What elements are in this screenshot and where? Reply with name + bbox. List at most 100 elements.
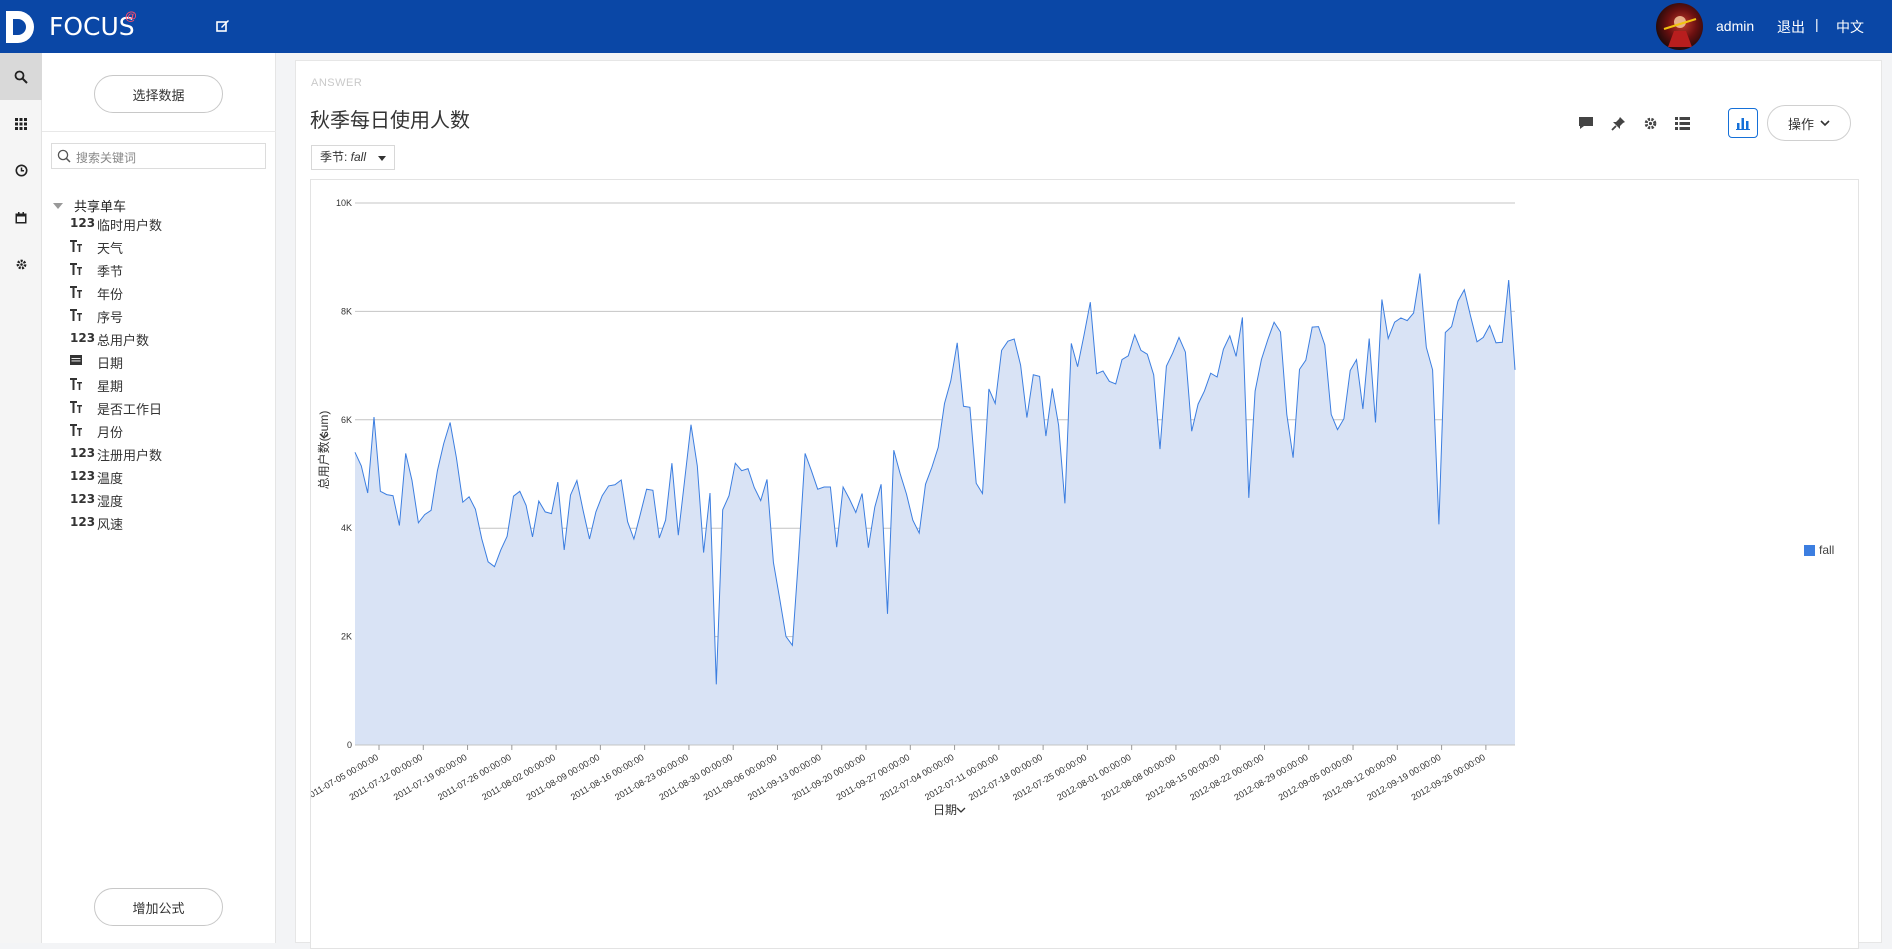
data-point [1190, 430, 1193, 433]
data-point [461, 501, 464, 504]
gear-icon [16, 259, 26, 270]
chart-view-button[interactable] [1728, 108, 1758, 138]
data-point [1336, 428, 1339, 431]
data-point [1051, 387, 1054, 390]
chart-settings-button[interactable] [1635, 108, 1665, 138]
pin-button[interactable] [1603, 108, 1633, 138]
x-tick-label: 2011-08-30 00:00:00 [657, 752, 734, 802]
data-point [544, 510, 547, 513]
data-point [1514, 368, 1517, 371]
field-label: 总用户数 [97, 333, 150, 348]
data-point [569, 494, 572, 497]
data-point [1038, 375, 1041, 378]
nav-search[interactable] [0, 53, 42, 100]
data-point [1165, 365, 1168, 368]
data-point [873, 506, 876, 509]
data-point [696, 464, 699, 467]
data-point [1089, 301, 1092, 304]
collapse-triangle-icon[interactable] [53, 203, 63, 209]
operate-dropdown[interactable]: 操作 [1767, 105, 1851, 141]
select-data-button[interactable]: 选择数据 [94, 75, 223, 113]
field-label: 星期 [97, 379, 124, 394]
data-point [594, 510, 597, 513]
data-point [956, 341, 959, 344]
field-label: 年份 [97, 287, 124, 302]
x-tick-label: 2012-08-15 00:00:00 [1144, 752, 1221, 802]
x-tick-label: 2011-07-26 00:00:00 [436, 752, 513, 802]
focus-logo-icon [6, 11, 34, 43]
data-point [766, 478, 769, 481]
x-tick-label: 2012-08-08 00:00:00 [1100, 752, 1177, 802]
season-filter[interactable]: 季节: fall [311, 145, 396, 170]
data-point [1013, 338, 1016, 341]
data-point [379, 490, 382, 493]
series-line-fall [354, 273, 1516, 685]
data-point [829, 486, 832, 489]
data-point [1361, 408, 1364, 411]
data-point [398, 524, 401, 527]
data-point [1495, 341, 1498, 344]
x-tick-label: 2011-07-05 00:00:00 [311, 752, 380, 802]
chart-legend[interactable]: fall [1804, 543, 1834, 557]
data-point [1006, 340, 1009, 343]
tree-root-bike-share[interactable]: 共享单车 [53, 196, 126, 215]
x-tick-label: 2011-09-06 00:00:00 [702, 752, 779, 802]
edit-icon[interactable] [216, 19, 230, 33]
date-field-icon [70, 354, 92, 368]
answer-title[interactable]: 秋季每日使用人数 [310, 110, 470, 132]
y-axis-title[interactable]: 总用户数(sum) [316, 411, 331, 490]
x-axis-title[interactable]: 日期 [933, 803, 957, 817]
keyword-search-input[interactable]: 搜索关键词 [51, 143, 266, 169]
series-area-fall [355, 273, 1515, 745]
data-point [474, 508, 477, 511]
data-point [1317, 325, 1320, 328]
calendar-icon [15, 211, 27, 223]
data-point [1285, 413, 1288, 416]
avatar[interactable] [1656, 3, 1703, 50]
data-point [861, 492, 864, 495]
add-formula-button[interactable]: 增加公式 [94, 888, 223, 926]
data-point [658, 537, 661, 540]
data-point [1444, 331, 1447, 334]
left-nav [0, 53, 42, 943]
data-point [1152, 373, 1155, 376]
filter-caret-icon [378, 156, 387, 161]
data-point [373, 416, 376, 419]
x-tick-label: 2012-07-11 00:00:00 [923, 752, 1000, 802]
y-tick-label: 6K [341, 415, 352, 425]
data-point [702, 551, 705, 554]
x-tick-label: 2012-09-12 00:00:00 [1321, 752, 1398, 802]
data-point [1197, 403, 1200, 406]
data-point [1501, 341, 1504, 344]
nav-settings[interactable] [0, 241, 42, 288]
data-point [1380, 298, 1383, 301]
data-point [1260, 358, 1263, 361]
data-point [1463, 288, 1466, 291]
data-point [1476, 340, 1479, 343]
user-name[interactable]: admin [1716, 18, 1755, 34]
data-point [715, 683, 718, 686]
logout-link[interactable]: 退出 [1777, 19, 1805, 35]
data-point [753, 486, 756, 489]
data-panel: 选择数据 搜索关键词 共享单车 123 临时用户数 天气 季节 年份 序号 123 总用户数日… [42, 53, 276, 943]
comment-button[interactable] [1571, 108, 1601, 138]
table-view-button[interactable] [1667, 108, 1697, 138]
nav-grid[interactable] [0, 100, 42, 147]
y-axis-chevron-icon[interactable] [319, 433, 329, 439]
data-point [1057, 424, 1060, 427]
data-point [531, 535, 534, 538]
data-point [1209, 372, 1212, 375]
nav-calendar[interactable] [0, 194, 42, 241]
data-point [759, 499, 762, 502]
field-label: 湿度 [97, 494, 124, 509]
data-point [740, 469, 743, 472]
data-point [1228, 334, 1231, 337]
x-tick-label: 2011-09-27 00:00:00 [834, 752, 911, 802]
language-switch[interactable]: 中文 [1836, 19, 1864, 35]
data-point [709, 492, 712, 495]
nav-history[interactable] [0, 147, 42, 194]
legend-label: fall [1819, 543, 1835, 557]
data-point [449, 421, 452, 424]
x-axis-chevron-icon[interactable] [956, 807, 966, 813]
area-chart[interactable]: 0 2K 4K 6K 8K 10K 2011-07-05 00:00:002011-07-1… [311, 180, 1859, 949]
